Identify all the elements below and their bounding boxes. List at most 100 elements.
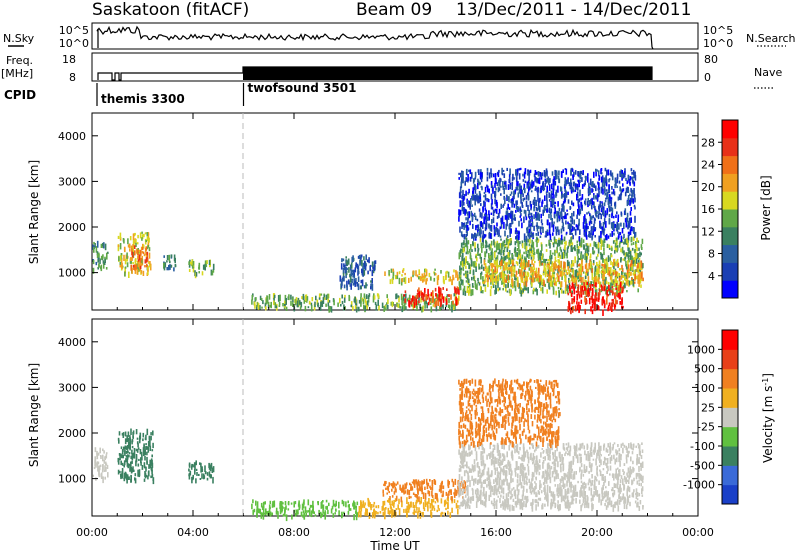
echo-cell	[255, 501, 257, 506]
echo-cell	[138, 464, 140, 467]
echo-cell	[595, 459, 597, 466]
echo-cell	[572, 175, 574, 178]
echo-cell	[361, 280, 363, 283]
colorbar-swatch	[722, 262, 738, 280]
echo-cell	[134, 245, 136, 249]
echo-cell	[480, 495, 482, 501]
echo-cell	[631, 243, 633, 245]
echo-cell	[488, 214, 490, 221]
echo-cell	[536, 242, 538, 248]
echo-cell	[639, 274, 641, 280]
echo-cell	[515, 228, 517, 232]
echo-cell	[299, 300, 301, 305]
echo-cell	[213, 264, 215, 270]
echo-cell	[604, 202, 606, 206]
echo-cell	[535, 274, 537, 277]
echo-cell	[577, 171, 579, 175]
echo-cell	[604, 179, 606, 184]
echo-cell	[153, 477, 155, 484]
echo-cell	[626, 188, 628, 192]
echo-cell	[341, 295, 343, 299]
echo-cell	[132, 455, 134, 461]
echo-cell	[480, 221, 482, 227]
echo-cell	[306, 510, 308, 513]
echo-cell	[488, 199, 490, 202]
echo-cell	[520, 463, 522, 467]
echo-cell	[442, 494, 444, 497]
echo-cell	[535, 202, 537, 206]
echo-cell	[138, 459, 140, 461]
echo-cell	[416, 299, 418, 306]
echo-cell	[571, 293, 573, 297]
echo-cell	[509, 505, 511, 512]
echo-cell	[358, 276, 360, 282]
echo-cell	[317, 303, 319, 308]
echo-cell	[635, 232, 637, 237]
echo-cell	[93, 242, 95, 244]
echo-cell	[370, 508, 372, 511]
echo-cell	[539, 472, 541, 476]
echo-cell	[152, 443, 154, 448]
echo-cell	[533, 201, 535, 205]
echo-cell	[544, 205, 546, 209]
echo-cell	[165, 262, 167, 267]
echo-cell	[360, 511, 362, 514]
echo-cell	[494, 278, 496, 282]
echo-cell	[285, 298, 287, 305]
echo-cell	[352, 306, 354, 311]
echo-cell	[118, 245, 120, 247]
echo-cell	[328, 306, 330, 312]
nsky-label: N.Sky	[3, 32, 35, 45]
echo-cell	[471, 476, 473, 481]
echo-cell	[410, 502, 412, 508]
echo-cell	[620, 268, 622, 270]
echo-cell	[606, 298, 608, 305]
echo-cell	[625, 192, 627, 197]
echo-cell	[500, 243, 502, 248]
echo-cell	[496, 223, 498, 227]
echo-cell	[463, 267, 465, 271]
echo-cell	[518, 168, 520, 170]
echo-cell	[475, 225, 477, 230]
echo-cell	[338, 510, 340, 515]
echo-cell	[564, 276, 566, 282]
echo-cell	[348, 295, 350, 301]
echo-cell	[487, 186, 489, 193]
echo-cell	[575, 498, 577, 504]
echo-cell	[610, 282, 612, 287]
echo-cell	[454, 499, 456, 503]
echo-cell	[599, 175, 601, 180]
echo-cell	[632, 190, 634, 197]
echo-cell	[592, 304, 594, 309]
echo-cell	[576, 280, 578, 286]
echo-cell	[140, 232, 142, 238]
echo-cell	[120, 233, 122, 240]
echo-cell	[546, 209, 548, 213]
echo-cell	[582, 277, 584, 283]
echo-cell	[351, 263, 353, 269]
echo-cell	[621, 444, 623, 448]
echo-cell	[147, 429, 149, 435]
echo-cell	[618, 263, 620, 268]
echo-cell	[491, 199, 493, 205]
echo-cell	[399, 271, 401, 274]
echo-cell	[537, 195, 539, 202]
echo-cell	[616, 250, 618, 252]
echo-cell	[307, 296, 309, 301]
echo-cell	[409, 301, 411, 308]
y-tick-label: 1000	[58, 267, 86, 280]
echo-cell	[494, 498, 496, 503]
echo-cell	[300, 306, 302, 310]
echo-cell	[495, 173, 497, 177]
echo-cell	[123, 255, 125, 261]
echo-cell	[631, 278, 633, 280]
echo-cell	[256, 513, 258, 518]
echo-cell	[632, 248, 634, 251]
echo-cell	[469, 221, 471, 226]
echo-cell	[312, 297, 314, 301]
echo-cell	[460, 270, 462, 275]
echo-cell	[574, 288, 576, 294]
echo-cell	[618, 287, 620, 291]
echo-cell	[460, 186, 462, 189]
